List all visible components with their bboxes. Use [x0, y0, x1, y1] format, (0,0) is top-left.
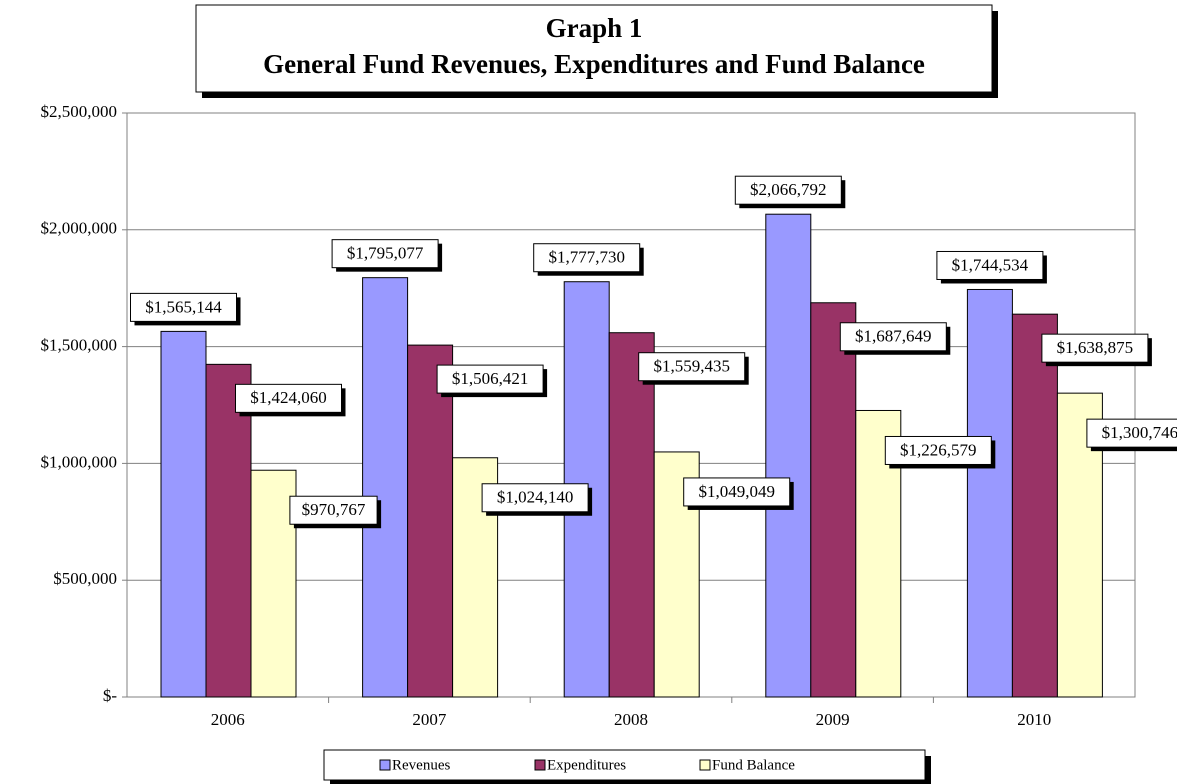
data-label-box — [289, 495, 378, 525]
data-label-box — [734, 175, 842, 205]
data-label: $1,777,730 — [548, 248, 625, 267]
data-label: $1,226,579 — [900, 440, 977, 459]
data-label: $1,687,649 — [855, 327, 932, 346]
data-label-box — [683, 477, 791, 507]
x-tick-label: 2007 — [412, 710, 447, 729]
y-tick-label: $2,000,000 — [41, 219, 118, 238]
data-label-box — [1086, 418, 1177, 448]
bar — [1011, 313, 1058, 698]
data-label: $970,767 — [302, 500, 366, 519]
title-box — [195, 4, 993, 93]
data-label: $1,559,435 — [653, 357, 730, 376]
data-label: $2,066,792 — [750, 180, 827, 199]
bar — [250, 469, 297, 698]
x-tick-label: 2008 — [614, 710, 648, 729]
data-label: $1,049,049 — [698, 482, 775, 501]
data-label-box — [1041, 333, 1149, 363]
data-label-box — [235, 383, 342, 413]
y-tick-label: $500,000 — [53, 569, 117, 588]
data-label-box — [884, 435, 992, 465]
data-label: $1,300,746 — [1102, 423, 1177, 442]
bar — [966, 288, 1013, 698]
data-label-box — [936, 250, 1044, 280]
x-tick-label: 2009 — [816, 710, 850, 729]
data-label-box — [436, 364, 544, 394]
bar — [362, 277, 409, 698]
data-label: $1,638,875 — [1057, 338, 1134, 357]
bar — [160, 330, 207, 698]
x-tick-label: 2010 — [1017, 710, 1051, 729]
y-tick-label: $1,000,000 — [41, 452, 118, 471]
y-tick-label: $- — [103, 686, 118, 705]
data-label-box — [481, 483, 589, 513]
data-label: $1,795,077 — [347, 244, 424, 263]
legend-box — [323, 749, 926, 781]
data-label: $1,506,421 — [452, 369, 529, 388]
data-label-box — [839, 322, 947, 352]
data-label: $1,565,144 — [145, 297, 222, 316]
legend-swatch — [379, 759, 391, 771]
bar — [810, 302, 857, 698]
legend-label: Fund Balance — [712, 757, 795, 773]
data-label-box — [331, 239, 439, 269]
x-tick-label: 2006 — [211, 710, 245, 729]
data-label: $1,424,060 — [250, 388, 327, 407]
y-tick-label: $1,500,000 — [41, 336, 118, 355]
legend-label: Expenditures — [547, 757, 626, 773]
data-label-box — [638, 352, 746, 382]
bar — [407, 344, 454, 698]
y-tick-label: $2,500,000 — [41, 102, 118, 121]
data-label: $1,744,534 — [952, 255, 1029, 274]
bar — [608, 332, 655, 698]
legend-label: Revenues — [392, 757, 450, 773]
data-label-box — [533, 243, 641, 273]
chart-title: General Fund Revenues, Expenditures and … — [263, 49, 925, 79]
data-label: $1,024,140 — [497, 488, 574, 507]
bar — [765, 213, 812, 698]
bar — [205, 363, 252, 698]
chart-title: Graph 1 — [546, 13, 643, 43]
legend-swatch — [534, 759, 546, 771]
data-label-box — [130, 292, 237, 322]
legend-swatch — [699, 759, 711, 771]
